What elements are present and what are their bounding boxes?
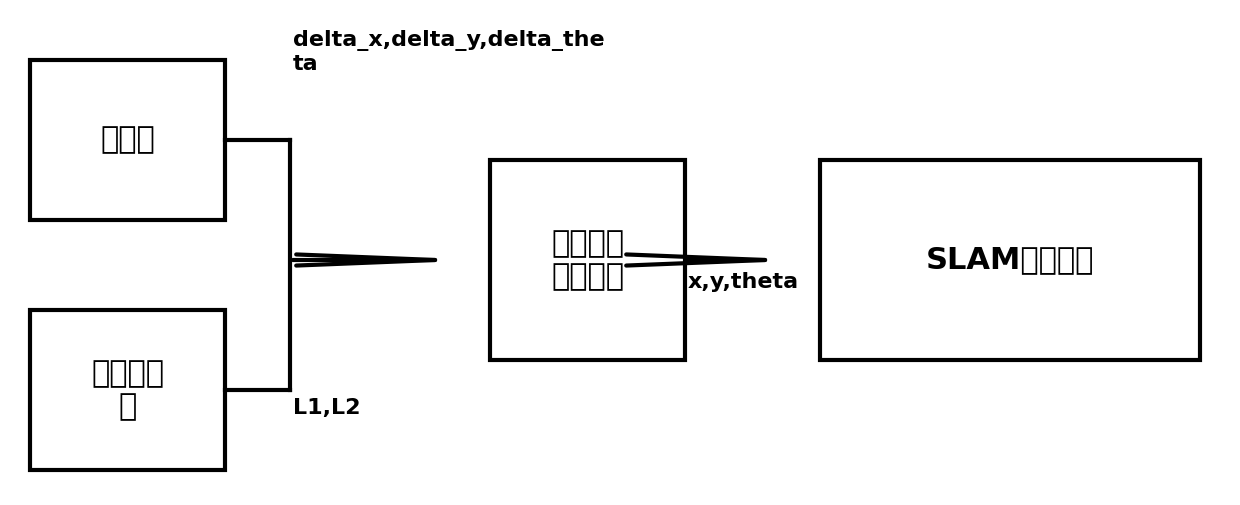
Bar xyxy=(30,310,224,470)
Text: 里程计: 里程计 xyxy=(100,126,155,155)
Text: delta_x,delta_y,delta_the
ta: delta_x,delta_y,delta_the ta xyxy=(293,30,605,74)
Text: SLAM运动模型: SLAM运动模型 xyxy=(926,245,1094,275)
Text: 扩展卡尔
曼滤波器: 扩展卡尔 曼滤波器 xyxy=(551,229,624,291)
Text: 激光传感
器: 激光传感 器 xyxy=(91,359,164,421)
Bar xyxy=(490,160,684,360)
Bar xyxy=(820,160,1200,360)
Bar xyxy=(30,60,224,220)
Text: x,y,theta: x,y,theta xyxy=(688,272,799,292)
Text: L1,L2: L1,L2 xyxy=(293,398,361,418)
